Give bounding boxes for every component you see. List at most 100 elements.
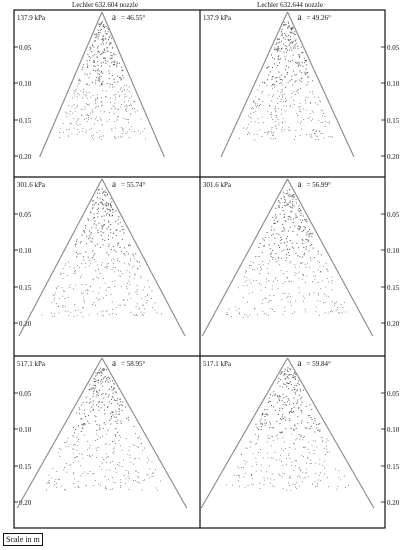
droplet (95, 100, 96, 102)
droplet (84, 108, 86, 110)
droplet (120, 136, 122, 138)
droplet (286, 376, 288, 378)
droplet (103, 57, 104, 59)
droplet (247, 133, 248, 135)
droplet (269, 294, 270, 296)
droplet (278, 414, 280, 415)
droplet (284, 368, 286, 370)
droplet (113, 106, 115, 108)
droplet (48, 474, 50, 476)
droplet (96, 56, 98, 58)
droplet (89, 447, 90, 449)
droplet (86, 60, 88, 62)
droplet (66, 275, 68, 276)
droplet (111, 209, 113, 210)
droplet (96, 374, 98, 376)
droplet (290, 42, 292, 44)
droplet (130, 260, 131, 261)
droplet (75, 284, 77, 286)
droplet (285, 24, 287, 26)
droplet (92, 217, 94, 219)
droplet (111, 460, 113, 462)
droplet (302, 274, 304, 276)
droplet (105, 191, 107, 193)
droplet (116, 66, 118, 68)
droplet (294, 31, 296, 33)
droplet (299, 256, 301, 258)
droplet (280, 74, 282, 76)
droplet (98, 401, 100, 402)
droplet (272, 309, 274, 310)
droplet (251, 292, 253, 293)
droplet (107, 429, 109, 431)
droplet (317, 250, 319, 252)
droplet (79, 267, 80, 269)
droplet (272, 233, 274, 235)
droplet (90, 47, 92, 49)
droplet (103, 35, 105, 37)
droplet (261, 422, 263, 424)
droplet (85, 130, 87, 132)
droplet (259, 283, 260, 284)
droplet (320, 132, 322, 134)
droplet (138, 308, 140, 310)
droplet (255, 461, 257, 463)
droplet (135, 306, 137, 308)
droplet (287, 218, 289, 220)
droplet (121, 229, 123, 231)
droplet (54, 481, 56, 482)
droplet (295, 74, 297, 76)
droplet (301, 262, 303, 263)
droplet (118, 408, 120, 410)
droplet (106, 33, 108, 35)
droplet (89, 384, 91, 386)
droplet (251, 475, 252, 477)
droplet (243, 285, 245, 287)
droplet (309, 116, 311, 118)
droplet (306, 232, 308, 234)
droplet (142, 131, 144, 132)
droplet (95, 304, 96, 306)
droplet (289, 374, 290, 376)
droplet (97, 372, 99, 374)
droplet (294, 272, 296, 273)
droplet (89, 60, 91, 61)
droplet (112, 441, 113, 442)
droplet (110, 42, 112, 44)
droplet (310, 260, 312, 262)
droplet (302, 215, 304, 217)
droplet (316, 485, 318, 487)
droplet (126, 85, 128, 87)
droplet (269, 248, 271, 250)
droplet (125, 305, 127, 307)
droplet (96, 132, 98, 133)
droplet (310, 257, 311, 259)
droplet (136, 260, 138, 262)
droplet (96, 213, 98, 214)
droplet (95, 118, 96, 120)
droplet (93, 377, 95, 379)
droplet (109, 228, 111, 230)
droplet (76, 436, 78, 438)
droplet (95, 416, 97, 418)
droplet (298, 485, 300, 487)
droplet (126, 417, 128, 419)
droplet (300, 46, 302, 48)
droplet (281, 476, 283, 477)
droplet (312, 247, 314, 249)
droplet (125, 118, 127, 120)
column-title-right: Lechler 632.644 nozzle (257, 1, 323, 9)
droplet (235, 306, 237, 308)
droplet (81, 418, 83, 420)
droplet (113, 416, 115, 418)
droplet (98, 409, 100, 411)
droplet (307, 458, 309, 459)
droplet (70, 464, 72, 466)
droplet (287, 398, 289, 400)
droplet (287, 215, 289, 217)
droplet (331, 280, 333, 281)
droplet (292, 246, 294, 248)
droplet (83, 64, 85, 66)
droplet (254, 269, 256, 271)
droplet (293, 428, 295, 430)
